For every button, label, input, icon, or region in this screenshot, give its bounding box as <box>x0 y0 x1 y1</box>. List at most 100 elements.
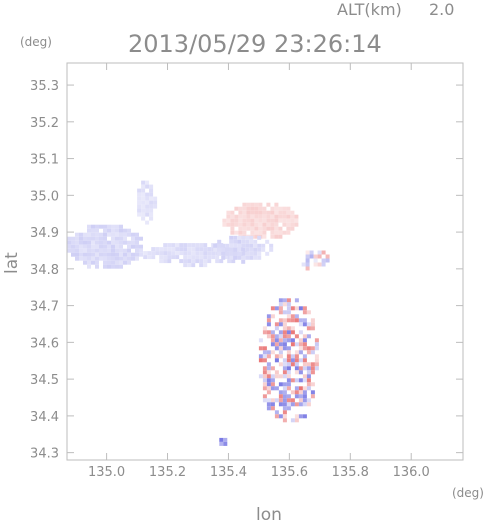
radar-cell <box>282 406 287 411</box>
radar-cell <box>266 318 271 323</box>
radar-cell <box>237 235 242 240</box>
radar-cell <box>290 398 295 403</box>
radar-cell <box>317 262 322 267</box>
radar-cell <box>278 334 283 339</box>
radar-cell <box>111 260 115 265</box>
radar-cell <box>266 366 271 371</box>
radar-cell <box>246 218 251 223</box>
radar-cell <box>278 318 283 323</box>
radar-cell <box>221 251 226 256</box>
radar-cell <box>278 390 283 395</box>
radar-cell <box>145 212 150 217</box>
radar-cell <box>199 247 204 252</box>
radar-cell <box>261 247 266 252</box>
radar-cell <box>241 259 246 264</box>
x-tick-label: 135.4 <box>210 465 247 480</box>
radar-cell <box>262 326 267 331</box>
radar-cell <box>123 232 127 237</box>
radar-cell <box>254 214 259 219</box>
radar-cell <box>270 366 275 371</box>
radar-cell <box>91 244 95 249</box>
radar-cell <box>258 210 263 215</box>
radar-cell <box>145 184 150 189</box>
radar-cell <box>237 251 242 256</box>
radar-cell <box>278 298 283 303</box>
radar-cell <box>294 370 299 375</box>
radar-cell <box>294 354 299 359</box>
radar-cell <box>270 214 275 219</box>
radar-cell <box>286 350 291 355</box>
radar-cell <box>149 184 154 189</box>
radar-cell <box>298 414 303 419</box>
x-tick-label: 135.2 <box>149 465 186 480</box>
radar-cell <box>155 251 160 256</box>
radar-cell <box>270 398 275 403</box>
radar-cell <box>278 302 283 307</box>
radar-cell <box>195 259 200 264</box>
radar-cell <box>199 255 204 260</box>
radar-cell <box>254 202 259 207</box>
radar-cell <box>305 250 310 255</box>
y-tick-label: 35.1 <box>30 153 59 168</box>
radar-cell <box>139 248 143 253</box>
y-tick-label: 34.4 <box>30 410 59 425</box>
radar-cell <box>207 251 212 256</box>
radar-cell <box>306 346 311 351</box>
radar-cell <box>278 414 283 419</box>
radar-cell <box>270 210 275 215</box>
radar-cell <box>302 394 307 399</box>
radar-cell <box>119 228 123 233</box>
radar-cell <box>274 358 279 363</box>
radar-cell <box>262 358 267 363</box>
radar-cell <box>222 218 227 223</box>
radar-cell <box>141 204 146 209</box>
radar-cell <box>179 247 184 252</box>
radar-cell <box>274 386 279 391</box>
radar-cell <box>278 342 283 347</box>
radar-cell <box>278 234 283 239</box>
radar-cell <box>298 402 303 407</box>
radar-cell <box>278 230 283 235</box>
radar-cell <box>310 322 315 327</box>
radar-cell <box>79 244 83 249</box>
radar-cell <box>95 264 99 269</box>
radar-cell <box>286 382 291 387</box>
radar-cell <box>310 390 315 395</box>
radar-cell <box>107 244 111 249</box>
radar-cell <box>241 243 246 248</box>
radar-cell <box>91 232 95 237</box>
radar-cell <box>223 441 228 446</box>
radar-cell <box>306 310 311 315</box>
radar-cell <box>274 206 279 211</box>
radar-cell <box>286 334 291 339</box>
radar-cell <box>270 402 275 407</box>
radar-cell <box>230 222 235 227</box>
radar-cell <box>149 216 154 221</box>
radar-cell <box>242 218 247 223</box>
radar-cell <box>278 346 283 351</box>
radar-cell <box>261 243 266 248</box>
radar-cell <box>107 264 111 269</box>
radar-cell <box>119 240 123 245</box>
radar-cell <box>163 247 168 252</box>
radar-cell <box>67 236 71 241</box>
radar-cell <box>115 260 119 265</box>
radar-cell <box>274 410 279 415</box>
radar-cell <box>249 235 254 240</box>
radar-cell <box>183 255 188 260</box>
y-tick-label: 35.2 <box>30 116 59 131</box>
radar-cell <box>237 247 242 252</box>
y-tick-label: 34.5 <box>30 373 59 388</box>
radar-cell <box>103 236 107 241</box>
radar-cell <box>171 243 176 248</box>
radar-cell <box>302 362 307 367</box>
radar-cell <box>183 247 188 252</box>
radar-cell <box>274 230 279 235</box>
radar-cell <box>211 255 216 260</box>
radar-cell <box>119 244 123 249</box>
radar-cell <box>278 350 283 355</box>
radar-cell <box>183 251 188 256</box>
radar-cell <box>266 226 271 231</box>
radar-cell <box>123 248 127 253</box>
radar-cell <box>310 362 315 367</box>
